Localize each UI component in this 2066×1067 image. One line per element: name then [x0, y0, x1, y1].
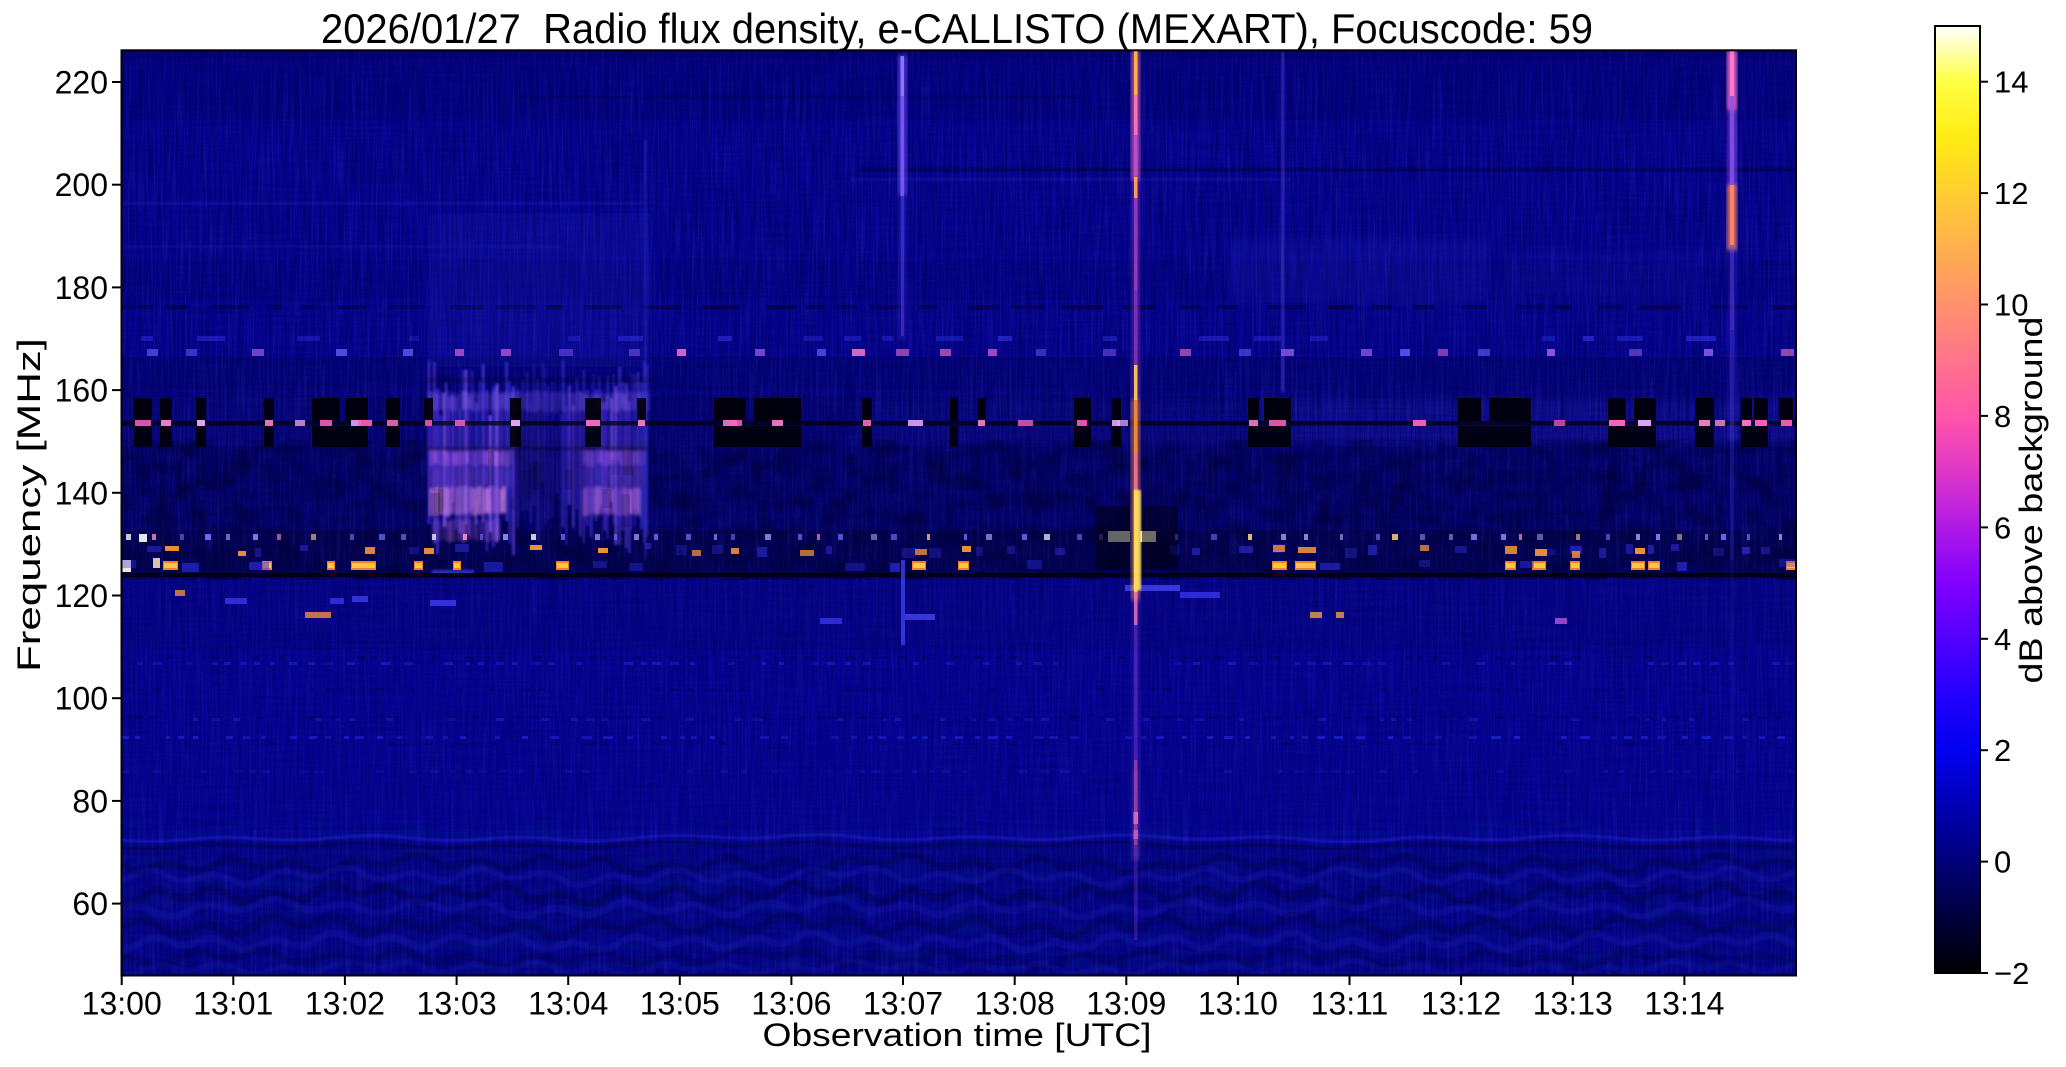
- svg-text:14: 14: [1994, 65, 2028, 100]
- svg-text:100: 100: [55, 681, 108, 717]
- svg-text:60: 60: [72, 886, 108, 922]
- svg-text:160: 160: [55, 373, 108, 409]
- svg-text:13:03: 13:03: [417, 986, 497, 1022]
- svg-text:−2: −2: [1994, 956, 2029, 991]
- svg-text:120: 120: [55, 578, 108, 614]
- svg-text:13:00: 13:00: [82, 986, 162, 1022]
- svg-text:140: 140: [55, 475, 108, 511]
- svg-text:13:08: 13:08: [975, 986, 1055, 1022]
- svg-text:13:06: 13:06: [751, 986, 831, 1022]
- svg-text:13:02: 13:02: [305, 986, 385, 1022]
- svg-text:180: 180: [55, 270, 108, 306]
- svg-text:6: 6: [1994, 510, 2011, 545]
- svg-text:4: 4: [1994, 622, 2011, 657]
- svg-text:13:12: 13:12: [1421, 986, 1501, 1022]
- svg-text:0: 0: [1994, 845, 2011, 880]
- svg-text:13:05: 13:05: [640, 986, 720, 1022]
- svg-text:2: 2: [1994, 733, 2011, 768]
- svg-text:80: 80: [72, 783, 108, 819]
- svg-text:10: 10: [1994, 288, 2028, 323]
- svg-text:200: 200: [55, 167, 108, 203]
- svg-text:dB above background: dB above background: [2013, 317, 2049, 684]
- svg-text:13:10: 13:10: [1198, 986, 1278, 1022]
- svg-text:220: 220: [55, 65, 108, 101]
- svg-text:13:07: 13:07: [863, 986, 943, 1022]
- svg-text:13:09: 13:09: [1086, 986, 1166, 1022]
- svg-text:Frequency [MHz]: Frequency [MHz]: [11, 338, 47, 672]
- svg-text:13:11: 13:11: [1311, 986, 1389, 1022]
- svg-text:Observation time [UTC]: Observation time [UTC]: [763, 1017, 1152, 1053]
- svg-text:2026/01/27 Radio flux density: 2026/01/27 Radio flux density, e-CALLIST…: [321, 5, 1593, 52]
- svg-text:13:13: 13:13: [1533, 986, 1613, 1022]
- svg-text:12: 12: [1994, 176, 2028, 211]
- svg-text:13:04: 13:04: [528, 986, 608, 1022]
- svg-text:13:01: 13:01: [193, 986, 273, 1022]
- svg-text:8: 8: [1994, 399, 2011, 434]
- svg-text:13:14: 13:14: [1644, 986, 1724, 1022]
